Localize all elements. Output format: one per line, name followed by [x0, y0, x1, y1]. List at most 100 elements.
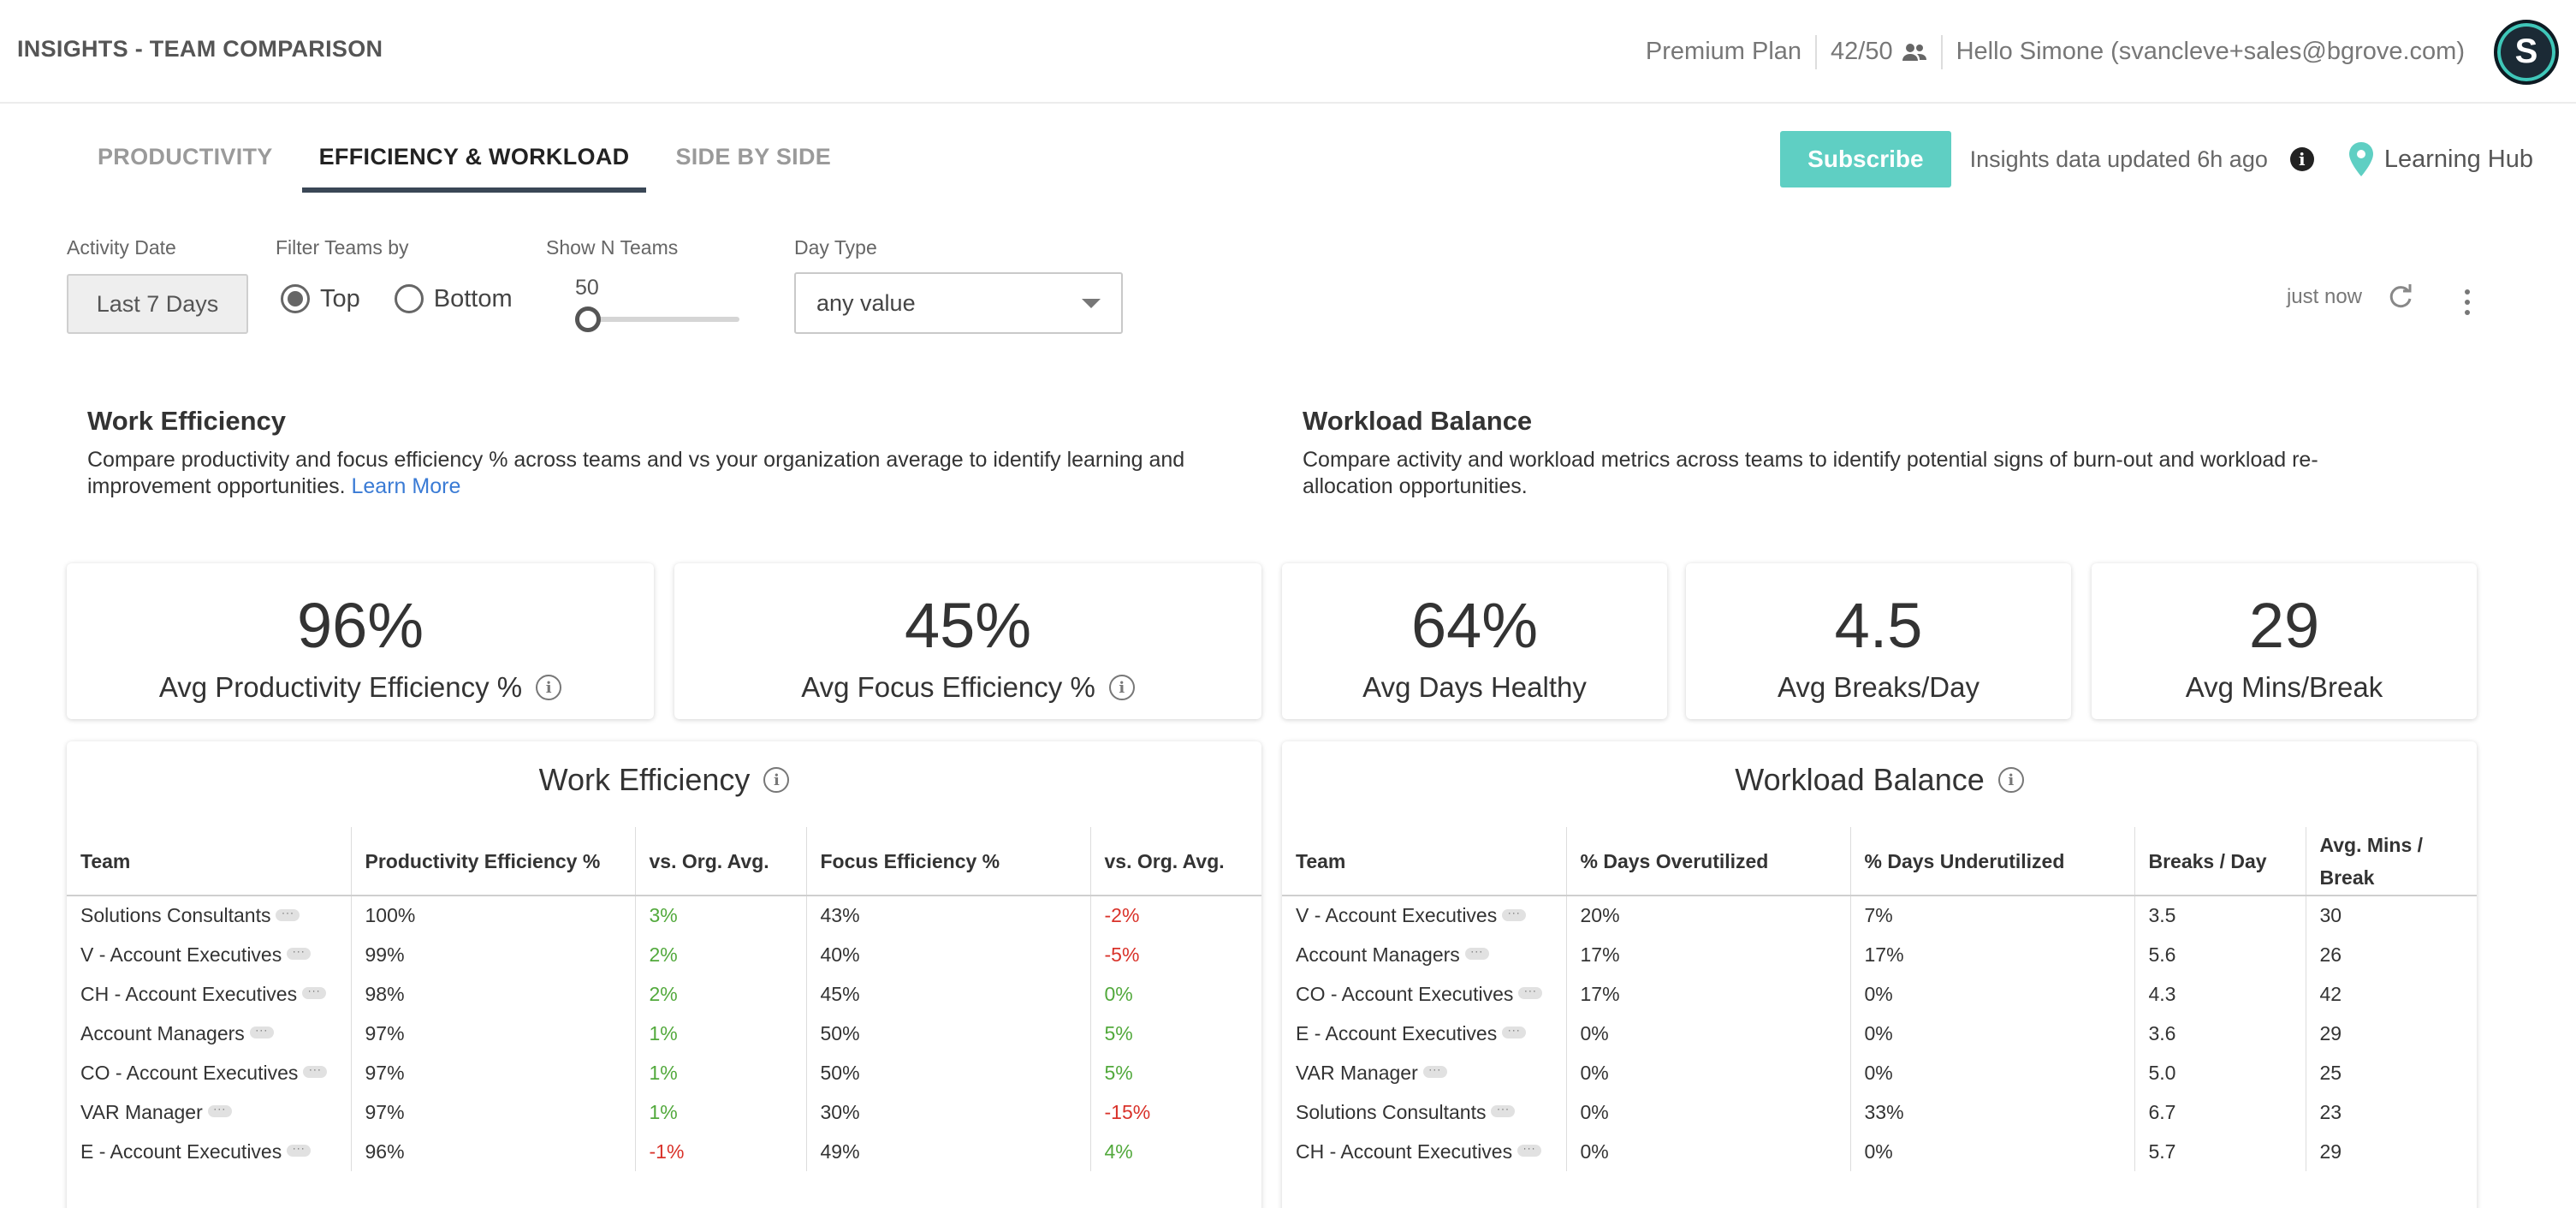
more-icon[interactable]: ···	[276, 907, 300, 921]
team-name: Account Managers	[1296, 943, 1460, 966]
table-row[interactable]: VAR Manager ··· 0% 0% 5.0 25	[1282, 1053, 2477, 1092]
table-row[interactable]: E - Account Executives ··· 96% -1% 49% 4%	[67, 1132, 1261, 1171]
activity-date-button[interactable]: Last 7 Days	[67, 274, 248, 334]
more-icon[interactable]: ···	[1422, 1064, 1447, 1079]
table-row[interactable]: Solutions Consultants ··· 100% 3% 43% -2%	[67, 896, 1261, 935]
table-title-row: Work Efficiency i	[67, 762, 1261, 798]
column-header-vs-org-avg[interactable]: vs. Org. Avg.	[1090, 827, 1261, 896]
kpi-card-productivity-efficiency: 96% Avg Productivity Efficiency % i	[67, 563, 654, 719]
table-row[interactable]: V - Account Executives ··· 99% 2% 40% -5%	[67, 935, 1261, 974]
kpi-label: Avg Productivity Efficiency %	[158, 671, 523, 703]
slider-thumb[interactable]	[575, 306, 601, 332]
avatar[interactable]: S	[2494, 19, 2559, 85]
table-cell: 43%	[806, 896, 1091, 935]
table-cell: 100%	[351, 896, 636, 935]
table-header-row: Team Productivity Efficiency % vs. Org. …	[67, 827, 1261, 896]
column-header-focus-efficiency[interactable]: Focus Efficiency %	[806, 827, 1091, 896]
subscribe-button[interactable]: Subscribe	[1780, 131, 1951, 187]
table-cell: 26	[2319, 943, 2342, 966]
workload-balance-heading: Workload Balance	[1303, 406, 1533, 436]
top-header: INSIGHTS - TEAM COMPARISON Premium Plan …	[0, 0, 2576, 104]
table-cell: 0%	[1566, 1014, 1851, 1053]
refresh-area: just now	[2287, 284, 2413, 310]
column-header-avg-mins-per-break[interactable]: Avg. Mins / Break	[2306, 827, 2477, 896]
more-icon[interactable]: ···	[287, 1143, 312, 1157]
learn-more-link[interactable]: Learn More	[351, 474, 461, 498]
column-header-team[interactable]: Team	[1282, 827, 1567, 896]
radio-top[interactable]	[281, 284, 310, 313]
workload-balance-description: Compare activity and workload metrics ac…	[1303, 448, 2318, 498]
info-icon[interactable]: i	[2289, 147, 2314, 171]
more-icon[interactable]: ···	[1502, 907, 1527, 921]
column-header-days-overutilized[interactable]: % Days Overutilized	[1566, 827, 1851, 896]
users-icon	[1902, 43, 1926, 61]
more-icon[interactable]: ···	[302, 985, 327, 1000]
show-n-teams-slider[interactable]	[575, 317, 739, 322]
column-header-vs-org-avg[interactable]: vs. Org. Avg.	[635, 827, 807, 896]
divider	[1940, 34, 1943, 69]
more-icon[interactable]: ···	[249, 1025, 274, 1039]
more-icon[interactable]: ···	[1464, 946, 1489, 961]
more-icon[interactable]: ···	[1502, 1025, 1527, 1039]
info-icon[interactable]: i	[536, 675, 562, 700]
tab-productivity[interactable]: PRODUCTIVITY	[98, 144, 273, 170]
work-efficiency-description: Compare productivity and focus efficienc…	[87, 447, 1285, 500]
table-row[interactable]: CO - Account Executives ··· 17% 0% 4.3 42	[1282, 974, 2477, 1014]
radio-bottom-label[interactable]: Bottom	[433, 284, 513, 312]
more-icon[interactable]: ···	[287, 946, 312, 961]
radio-top-label[interactable]: Top	[320, 284, 360, 312]
plan-label[interactable]: Premium Plan	[1645, 38, 1802, 65]
column-header-team[interactable]: Team	[67, 827, 352, 896]
more-icon[interactable]: ···	[207, 1104, 232, 1118]
team-name: Account Managers	[80, 1021, 245, 1044]
column-header-days-underutilized[interactable]: % Days Underutilized	[1850, 827, 2135, 896]
table-row[interactable]: Account Managers ··· 17% 17% 5.6 26	[1282, 935, 2477, 974]
table-cell: 1%	[635, 1092, 807, 1132]
table-row[interactable]: V - Account Executives ··· 20% 7% 3.5 30	[1282, 896, 2477, 935]
seat-count-text: 42/50	[1831, 38, 1893, 65]
kpi-card-focus-efficiency: 45% Avg Focus Efficiency % i	[674, 563, 1261, 719]
tab-side-by-side[interactable]: SIDE BY SIDE	[675, 144, 832, 170]
team-cell: E - Account Executives ···	[1282, 1014, 1567, 1053]
day-type-select[interactable]: any value	[794, 272, 1123, 334]
table-row[interactable]: Solutions Consultants ··· 0% 33% 6.7 23	[1282, 1092, 2477, 1132]
radio-bottom[interactable]	[394, 284, 424, 313]
table-row[interactable]: CH - Account Executives ··· 98% 2% 45% 0%	[67, 974, 1261, 1014]
seat-count[interactable]: 42/50	[1817, 38, 1941, 66]
column-header-breaks-per-day[interactable]: Breaks / Day	[2134, 827, 2306, 896]
more-options-icon[interactable]	[2465, 289, 2470, 315]
work-efficiency-table: Team Productivity Efficiency % vs. Org. …	[67, 827, 1261, 1171]
kpi-label-row: Avg Productivity Efficiency % i	[67, 671, 654, 704]
column-header-productivity-efficiency[interactable]: Productivity Efficiency %	[351, 827, 636, 896]
tab-efficiency-workload[interactable]: EFFICIENCY & WORKLOAD	[301, 130, 647, 193]
team-cell: VAR Manager ···	[67, 1092, 352, 1132]
kpi-label-row: Avg Breaks/Day	[1686, 671, 2071, 704]
kpi-value: 29	[2248, 590, 2320, 661]
info-icon[interactable]: i	[1997, 767, 2024, 793]
info-icon[interactable]: i	[763, 767, 790, 793]
team-cell: CH - Account Executives ···	[1282, 1132, 1567, 1171]
more-icon[interactable]: ···	[1518, 985, 1543, 1000]
kpi-value: 45%	[904, 590, 1032, 661]
table-row[interactable]: E - Account Executives ··· 0% 0% 3.6 29	[1282, 1014, 2477, 1053]
table-row[interactable]: CH - Account Executives ··· 0% 0% 5.7 29	[1282, 1132, 2477, 1171]
info-icon[interactable]: i	[1108, 675, 1135, 700]
table-title: Work Efficiency	[538, 762, 751, 797]
more-icon[interactable]: ···	[1491, 1104, 1516, 1118]
table-cell: 29	[2319, 1021, 2342, 1044]
table-cell: 0%	[1850, 1132, 2135, 1171]
table-cell: 0%	[1104, 982, 1133, 1005]
refresh-icon[interactable]	[2388, 284, 2413, 310]
toolbar-right: Subscribe Insights data updated 6h ago i…	[1780, 130, 2533, 188]
table-row[interactable]: CO - Account Executives ··· 97% 1% 50% 5%	[67, 1053, 1261, 1092]
table-row[interactable]: Account Managers ··· 97% 1% 50% 5%	[67, 1014, 1261, 1053]
team-name: E - Account Executives	[1296, 1021, 1498, 1044]
team-cell: CO - Account Executives ···	[1282, 974, 1567, 1014]
table-cell: 30%	[806, 1092, 1091, 1132]
table-row[interactable]: VAR Manager ··· 97% 1% 30% -15%	[67, 1092, 1261, 1132]
table-cell: 33%	[1850, 1092, 2135, 1132]
more-icon[interactable]: ···	[303, 1064, 328, 1079]
learning-hub-link[interactable]: Learning Hub	[2348, 142, 2533, 176]
team-cell: Solutions Consultants ···	[1282, 1092, 1567, 1132]
more-icon[interactable]: ···	[1517, 1143, 1542, 1157]
